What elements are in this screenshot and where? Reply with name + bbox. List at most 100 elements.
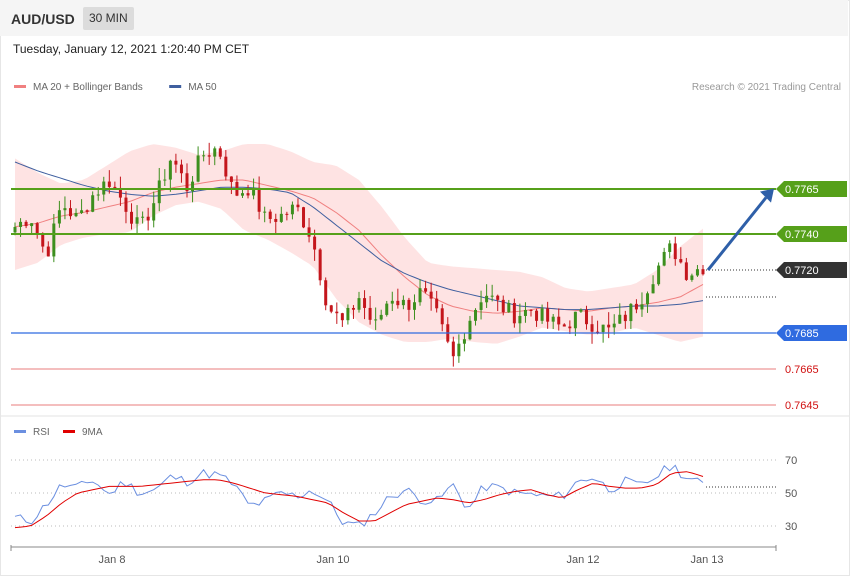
candle-body [612,323,616,328]
candle-body [618,314,622,324]
candle-body [418,288,422,303]
candle-body [57,210,61,224]
candle-body [52,223,56,257]
candle-body [435,298,439,309]
candle-body [479,302,483,310]
rsi-tick-30: 30 [785,521,797,533]
candle-body [196,155,200,182]
candle-body [174,160,178,165]
legend-swatch-9ma [63,430,75,433]
candle-body [202,155,206,157]
candle-body [285,213,289,215]
candle-body [568,326,572,329]
candles-group [13,142,705,367]
candle-body [157,180,161,204]
candle-body [96,194,100,196]
candle-body [407,299,411,310]
candle-body [629,303,633,322]
candle-body [340,313,344,321]
candle-body [601,324,605,333]
candle-body [474,309,478,321]
candle-body [657,265,661,285]
candle-body [141,216,145,218]
candle-body [518,315,522,324]
candle-body [701,269,705,275]
candle-body [496,295,500,300]
candle-body [274,218,278,222]
rsi-ma-line [14,471,704,529]
candle-body [396,300,400,306]
legend-swatch-ma50 [169,85,182,88]
candle-body [429,291,433,299]
current-price-tag [776,262,847,278]
candle-body [457,343,461,357]
current-price-label: 0.7720 [785,265,819,277]
candle-body [124,197,128,212]
credit-text: Research © 2021 Trading Central [692,82,841,93]
rsi-tick-70: 70 [785,455,797,467]
candle-body [512,303,516,324]
candle-body [91,195,95,212]
candle-body [130,211,134,224]
x-tick-label: Jan 13 [690,554,723,566]
candle-body [607,324,611,328]
candle-body [673,243,677,260]
candle-body [573,311,577,329]
candle-body [13,226,17,233]
candle-body [324,280,328,306]
candle-body [662,251,666,266]
timeframe-badge[interactable]: 30 MIN [83,7,134,30]
candle-body [118,187,122,198]
candle-body [252,187,256,196]
ma20-line [14,179,704,314]
candle-body [584,309,588,325]
candle-body [684,262,688,280]
candle-body [268,211,272,219]
candle-body [623,314,627,322]
candle-body [185,173,189,192]
candle-body [263,211,267,213]
candle-body [85,210,89,212]
candle-body [557,316,561,325]
x-tick-label: Jan 10 [316,554,349,566]
candle-body [318,249,322,281]
candle-body [546,308,550,322]
candle-body [374,319,378,321]
candle-body [296,204,300,208]
level-label-0.7665: 0.7665 [785,364,819,376]
candle-body [152,203,156,221]
candle-body [535,310,539,321]
symbol-title: AUD/USD [11,11,75,27]
candle-body [41,233,45,247]
level-tag-0.7685 [776,325,847,341]
candle-body [695,269,699,276]
candle-body [218,148,222,157]
forecast-arrow-shaft [706,196,768,271]
legend-label-ma50: MA 50 [188,82,217,93]
candle-body [313,236,317,250]
candle-body [523,309,527,316]
level-tag-0.7765 [776,181,847,197]
candle-body [346,307,350,321]
candle-body [74,212,78,217]
legend-swatch-rsi [14,430,26,433]
candle-body [490,295,494,297]
candle-body [30,223,34,227]
x-tick-label: Jan 8 [99,554,126,566]
legend-swatch-ma20 [14,85,26,88]
candle-body [357,298,361,310]
candle-body [35,223,39,234]
chart-timestamp: Tuesday, January 12, 2021 1:20:40 PM CET [13,42,250,56]
candle-body [24,221,28,227]
candle-body [507,303,511,313]
candle-body [412,302,416,310]
candle-body [501,299,505,313]
candle-body [279,213,283,222]
candle-body [168,160,172,180]
candle-body [634,303,638,310]
candle-body [579,309,583,312]
candle-body [440,308,444,325]
candle-body [107,181,111,187]
ma50-line [14,161,704,311]
